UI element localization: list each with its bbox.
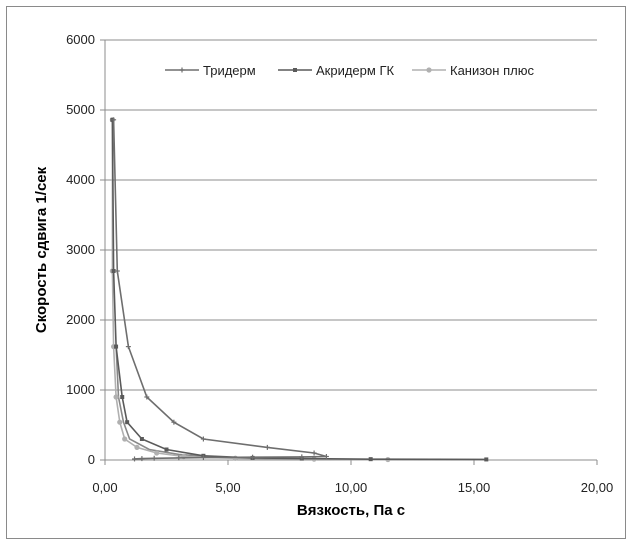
series-Тридерм xyxy=(111,117,329,462)
legend-label: Канизон плюс xyxy=(450,63,534,78)
data-point xyxy=(111,117,117,123)
data-point xyxy=(200,455,206,461)
y-tick-label: 3000 xyxy=(66,242,95,257)
data-point xyxy=(122,436,128,442)
data-point xyxy=(179,67,185,73)
data-point xyxy=(113,394,119,400)
data-point xyxy=(144,394,150,400)
series-line xyxy=(111,119,388,461)
y-tick-label: 2000 xyxy=(66,312,95,327)
x-tick-label: 0,00 xyxy=(92,480,117,495)
series-extra xyxy=(115,346,209,458)
data-point xyxy=(299,454,305,460)
data-point xyxy=(125,344,131,350)
y-tick-label: 6000 xyxy=(66,32,95,47)
x-tick-label: 5,00 xyxy=(215,480,240,495)
data-point xyxy=(114,344,119,349)
series-line xyxy=(112,119,327,460)
data-point xyxy=(176,455,182,461)
data-point xyxy=(293,68,297,72)
tick-labels: 0 1000 2000 3000 4000 5000 6000 0,00 5,00 10,00 15… xyxy=(66,32,613,495)
x-tick-label: 20,00 xyxy=(581,480,614,495)
data-point xyxy=(164,447,169,452)
x-axis-title: Вязкость, Па с xyxy=(297,502,405,519)
data-point xyxy=(154,450,160,456)
data-point xyxy=(125,420,130,425)
chart-frame xyxy=(6,6,626,539)
y-tick-label: 5000 xyxy=(66,102,95,117)
y-tick-label: 1000 xyxy=(66,382,95,397)
data-point xyxy=(134,444,140,450)
data-point xyxy=(114,268,120,274)
series-Канизон плюс xyxy=(109,117,391,463)
data-point xyxy=(426,67,432,73)
data-point xyxy=(264,444,270,450)
data-point xyxy=(200,436,206,442)
data-point xyxy=(368,457,373,462)
legend-item: Тридерм xyxy=(165,63,256,78)
x-tick-label: 10,00 xyxy=(335,480,368,495)
data-point xyxy=(171,419,177,425)
data-point xyxy=(117,419,123,425)
grid-lines xyxy=(105,39,597,391)
legend: Тридерм Акридерм ГК Канизон плюс xyxy=(165,63,534,78)
data-point xyxy=(120,395,125,399)
data-point xyxy=(484,457,489,462)
data-point xyxy=(151,455,157,461)
y-tick-label: 4000 xyxy=(66,172,95,187)
series-Акридерм ГК xyxy=(110,117,489,462)
axes xyxy=(100,39,598,465)
legend-item: Акридерм ГК xyxy=(278,63,394,78)
legend-label: Акридерм ГК xyxy=(316,63,394,78)
legend-item: Канизон плюс xyxy=(412,63,534,78)
data-point xyxy=(139,456,145,462)
y-axis-title: Скорость сдвига 1/сек xyxy=(33,166,50,333)
series-layer xyxy=(109,117,489,463)
x-tick-label: 15,00 xyxy=(458,480,491,495)
data-point xyxy=(250,454,256,460)
data-point xyxy=(311,450,317,456)
series-line xyxy=(115,346,209,458)
y-tick-label: 0 xyxy=(88,452,95,467)
series-line xyxy=(111,119,487,461)
data-point xyxy=(323,454,329,459)
data-point xyxy=(139,437,144,441)
data-point xyxy=(111,269,116,273)
data-point xyxy=(132,456,138,462)
legend-label: Тридерм xyxy=(203,63,256,78)
